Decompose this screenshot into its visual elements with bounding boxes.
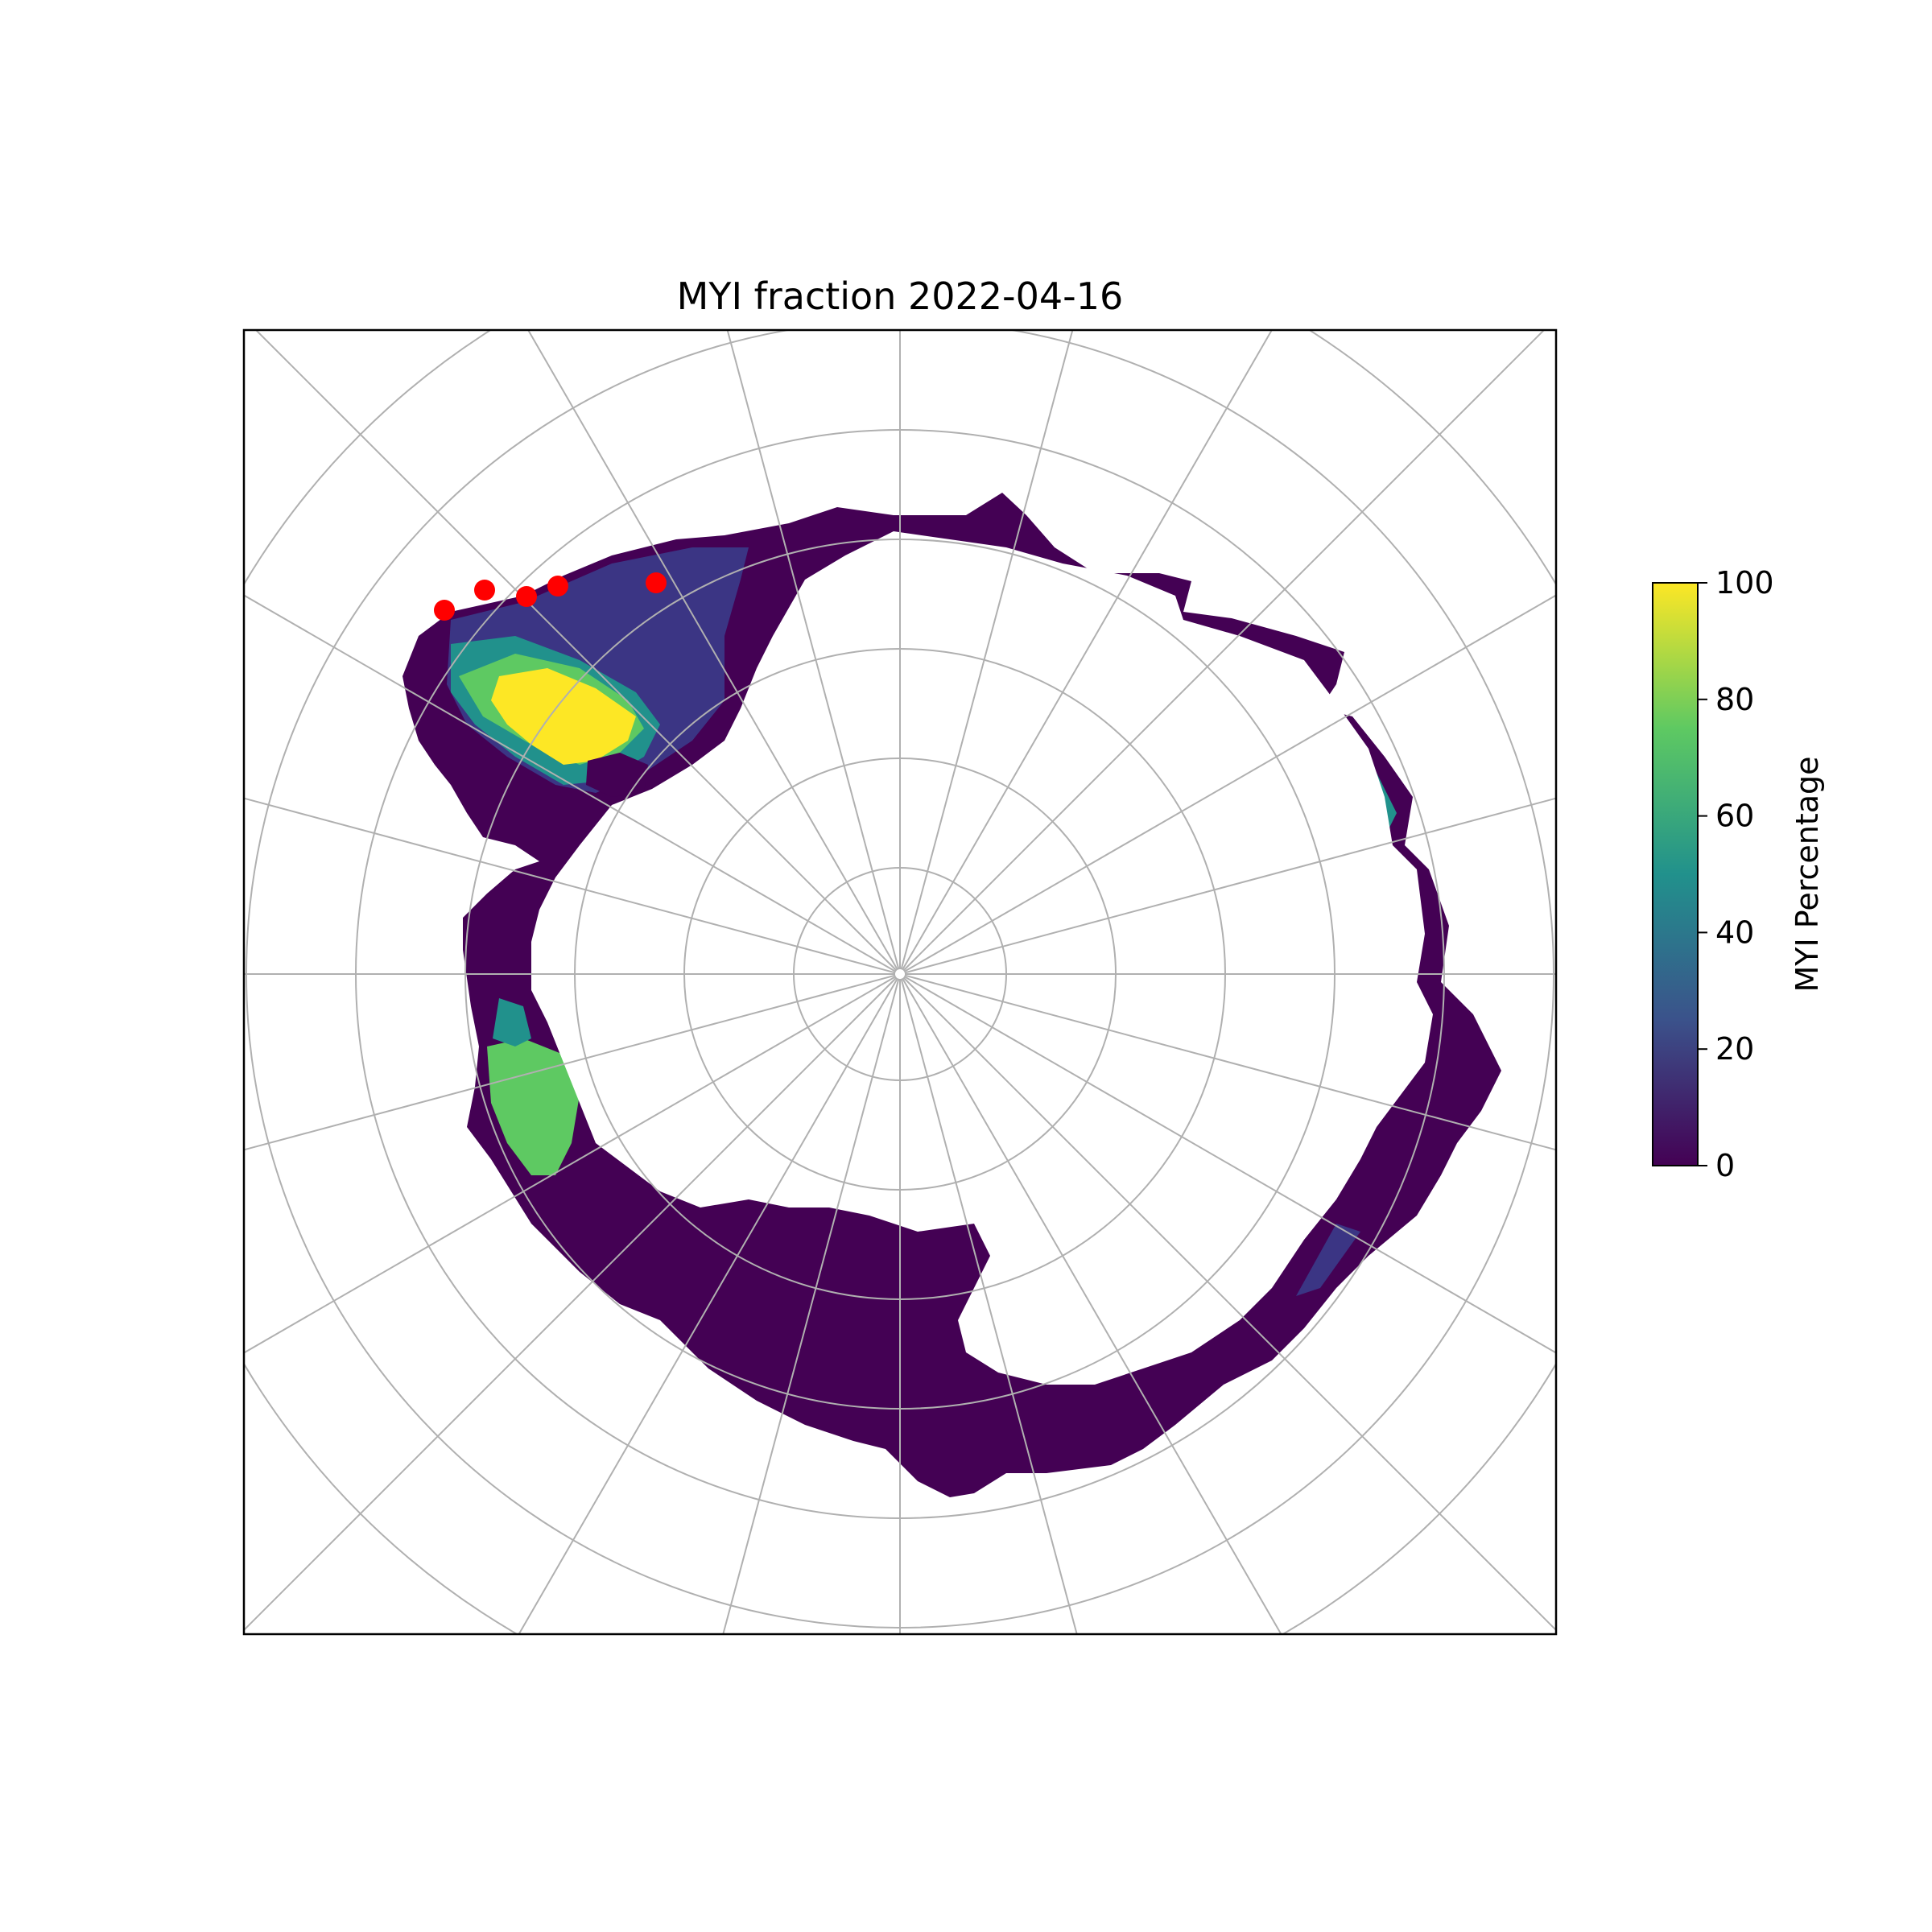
meridian-line (244, 976, 897, 1354)
meridian-line (903, 594, 1556, 972)
colorbar-tick-label: 60 (1715, 799, 1754, 834)
meridian-line (518, 977, 898, 1634)
sea-ice-edge-southeast (1296, 1224, 1360, 1296)
marker (547, 576, 568, 597)
meridian-line (902, 977, 1282, 1634)
meridian-line (526, 330, 898, 971)
meridian-line (900, 978, 1078, 1634)
marker (474, 580, 495, 601)
meridian-line (244, 594, 897, 972)
map-frame (242, 328, 1558, 1636)
colorbar-tick-label: 20 (1715, 1031, 1754, 1067)
antarctica-land (531, 531, 1433, 1385)
colorbar-label: MYI Percentage (1790, 756, 1825, 992)
colorbar-tick-label: 40 (1715, 914, 1754, 950)
map-title: MYI fraction 2022-04-16 (677, 275, 1124, 318)
sea-ice-teal-bellingshausen (493, 998, 531, 1046)
meridian-line (244, 976, 898, 1632)
marker (646, 572, 667, 593)
colorbar-tick-label: 0 (1715, 1148, 1735, 1183)
sea-ice-dark-pocket (586, 753, 648, 797)
colorbar-gradient (1652, 582, 1699, 1166)
marker (434, 600, 455, 621)
meridian-line (902, 330, 1274, 971)
marker (516, 586, 537, 607)
meridian-line (902, 976, 1556, 1632)
colorbar-tick-label: 100 (1715, 565, 1774, 601)
meridian-line (244, 974, 896, 1151)
sea-ice-max-weddell (491, 668, 636, 765)
meridian-line (722, 978, 900, 1634)
meridian-line (244, 797, 896, 974)
meridian-line (900, 330, 1074, 970)
sea-ice-green-bellingshausen (487, 1038, 580, 1175)
meridian-line (254, 330, 898, 972)
colorbar-tick-label: 80 (1715, 682, 1754, 717)
meridian-line (726, 330, 900, 970)
meridian-line (904, 797, 1556, 974)
meridian-line (902, 330, 1546, 972)
markers (434, 572, 667, 621)
meridian-line (903, 976, 1556, 1354)
colorbar: 0 20 40 60 80 100 MYI Percentage (1652, 565, 1825, 1183)
meridian-line (904, 974, 1556, 1151)
colorbar-ticks: 0 20 40 60 80 100 (1698, 565, 1774, 1183)
